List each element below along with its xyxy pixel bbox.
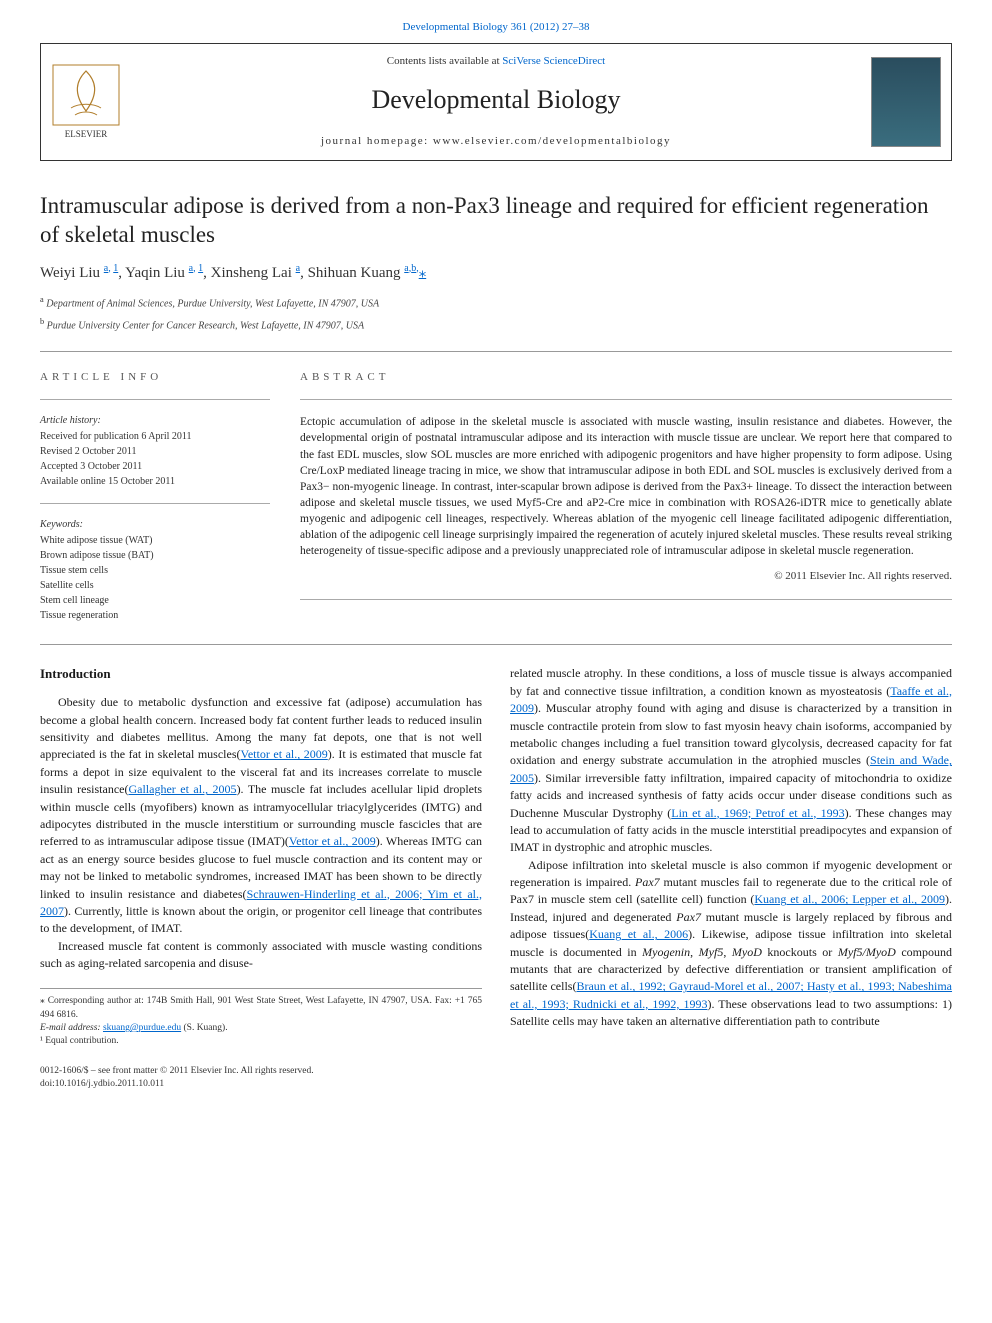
journal-name: Developmental Biology [131,82,861,118]
citation-link[interactable]: Vettor et al., 2009 [241,747,328,761]
email-label: E-mail address: [40,1023,103,1033]
divider [300,599,952,600]
article-info-column: ARTICLE INFO Article history: Received f… [40,370,270,624]
body-paragraph: Obesity due to metabolic dysfunction and… [40,694,482,937]
affil-text-b: Purdue University Center for Cancer Rese… [47,320,364,331]
email-line: E-mail address: skuang@purdue.edu (S. Ku… [40,1022,482,1035]
affil-link-b[interactable]: b [411,263,416,274]
divider [40,351,952,352]
keyword: White adipose tissue (WAT) [40,534,270,548]
citation-link[interactable]: Kuang et al., 2006; Lepper et al., 2009 [754,892,945,906]
journal-issue-link[interactable]: Developmental Biology 361 (2012) 27–38 [40,20,952,35]
citation-link[interactable]: Taaffe et al., 2009 [510,684,952,715]
history-line: Received for publication 6 April 2011 [40,430,270,444]
citation-link[interactable]: Lin et al., 1969; Petrof et al., 1993 [671,806,844,820]
affil-sup-a: a [40,295,44,304]
citation-link[interactable]: Stein and Wade, 2005 [510,753,952,784]
affil-link-a[interactable]: a [189,263,193,274]
article-title: Intramuscular adipose is derived from a … [40,191,952,251]
affiliation-b: b Purdue University Center for Cancer Re… [40,316,952,333]
publisher-logo-cell: ELSEVIER [41,55,131,149]
issn-line: 0012-1606/$ – see front matter © 2011 El… [40,1065,482,1079]
body-paragraph: Increased muscle fat content is commonly… [40,938,482,973]
body-two-column: Introduction Obesity due to metabolic dy… [40,665,952,1092]
history-heading: Article history: [40,414,270,428]
keyword: Tissue regeneration [40,609,270,623]
body-paragraph: Adipose infiltration into skeletal muscl… [510,857,952,1031]
affiliation-a: a Department of Animal Sciences, Purdue … [40,294,952,311]
keyword: Satellite cells [40,579,270,593]
svg-text:ELSEVIER: ELSEVIER [65,129,108,139]
divider [40,644,952,645]
body-left-column: Introduction Obesity due to metabolic dy… [40,665,482,1092]
divider [40,503,270,504]
affil-link-a[interactable]: a [104,263,108,274]
affil-text-a: Department of Animal Sciences, Purdue Un… [46,299,379,310]
email-suffix: (S. Kuang). [181,1023,227,1033]
header-center: Contents lists available at SciVerse Sci… [131,44,861,159]
affil-link-a[interactable]: a [404,263,408,274]
corr-author-link[interactable]: ⁎ [419,265,427,281]
citation-link[interactable]: Kuang et al., 2006 [589,927,688,941]
history-line: Revised 2 October 2011 [40,445,270,459]
divider [300,399,952,400]
note-link-1[interactable]: 1 [113,263,118,274]
body-paragraph: related muscle atrophy. In these conditi… [510,665,952,856]
doi-line: doi:10.1016/j.ydbio.2011.10.011 [40,1078,482,1092]
front-matter-line: 0012-1606/$ – see front matter © 2011 El… [40,1065,482,1093]
email-link[interactable]: skuang@purdue.edu [103,1023,181,1033]
author-list: Weiyi Liu a, 1, Yaqin Liu a, 1, Xinsheng… [40,262,952,284]
footnotes-block: ⁎ Corresponding author at: 174B Smith Ha… [40,988,482,1048]
abstract-column: ABSTRACT Ectopic accumulation of adipose… [300,370,952,624]
corresponding-author-note: ⁎ Corresponding author at: 174B Smith Ha… [40,995,482,1022]
contents-prefix: Contents lists available at [387,55,502,67]
journal-header: ELSEVIER Contents lists available at Sci… [40,43,952,160]
article-info-heading: ARTICLE INFO [40,370,270,385]
history-line: Available online 15 October 2011 [40,475,270,489]
keyword: Tissue stem cells [40,564,270,578]
elsevier-logo-icon: ELSEVIER [51,63,121,141]
body-right-column: related muscle atrophy. In these conditi… [510,665,952,1092]
note-link-1[interactable]: 1 [198,263,203,274]
info-abstract-row: ARTICLE INFO Article history: Received f… [40,370,952,624]
homepage-label: journal homepage: [321,135,433,147]
sciencedirect-link[interactable]: SciVerse ScienceDirect [502,55,605,67]
divider [40,399,270,400]
keyword: Brown adipose tissue (BAT) [40,549,270,563]
equal-contribution-note: ¹ Equal contribution. [40,1035,482,1048]
cover-thumb-cell [861,49,951,155]
journal-issue-text: Developmental Biology 361 (2012) 27–38 [403,21,590,33]
contents-list-line: Contents lists available at SciVerse Sci… [131,54,861,69]
citation-link[interactable]: Schrauwen-Hinderling et al., 2006; Yim e… [40,887,482,918]
affil-link-a[interactable]: a [296,263,300,274]
keyword: Stem cell lineage [40,594,270,608]
abstract-text: Ectopic accumulation of adipose in the s… [300,414,952,559]
citation-link[interactable]: Gallagher et al., 2005 [128,782,236,796]
affil-sup-b: b [40,317,44,326]
journal-homepage-line: journal homepage: www.elsevier.com/devel… [131,134,861,149]
history-line: Accepted 3 October 2011 [40,460,270,474]
copyright-line: © 2011 Elsevier Inc. All rights reserved… [300,569,952,584]
citation-link[interactable]: Vettor et al., 2009 [289,834,376,848]
abstract-heading: ABSTRACT [300,370,952,385]
journal-cover-icon [871,57,941,147]
section-heading-introduction: Introduction [40,665,482,684]
homepage-url: www.elsevier.com/developmentalbiology [433,135,671,147]
keywords-heading: Keywords: [40,518,270,532]
citation-link[interactable]: Braun et al., 1992; Gayraud-Morel et al.… [510,979,952,1010]
